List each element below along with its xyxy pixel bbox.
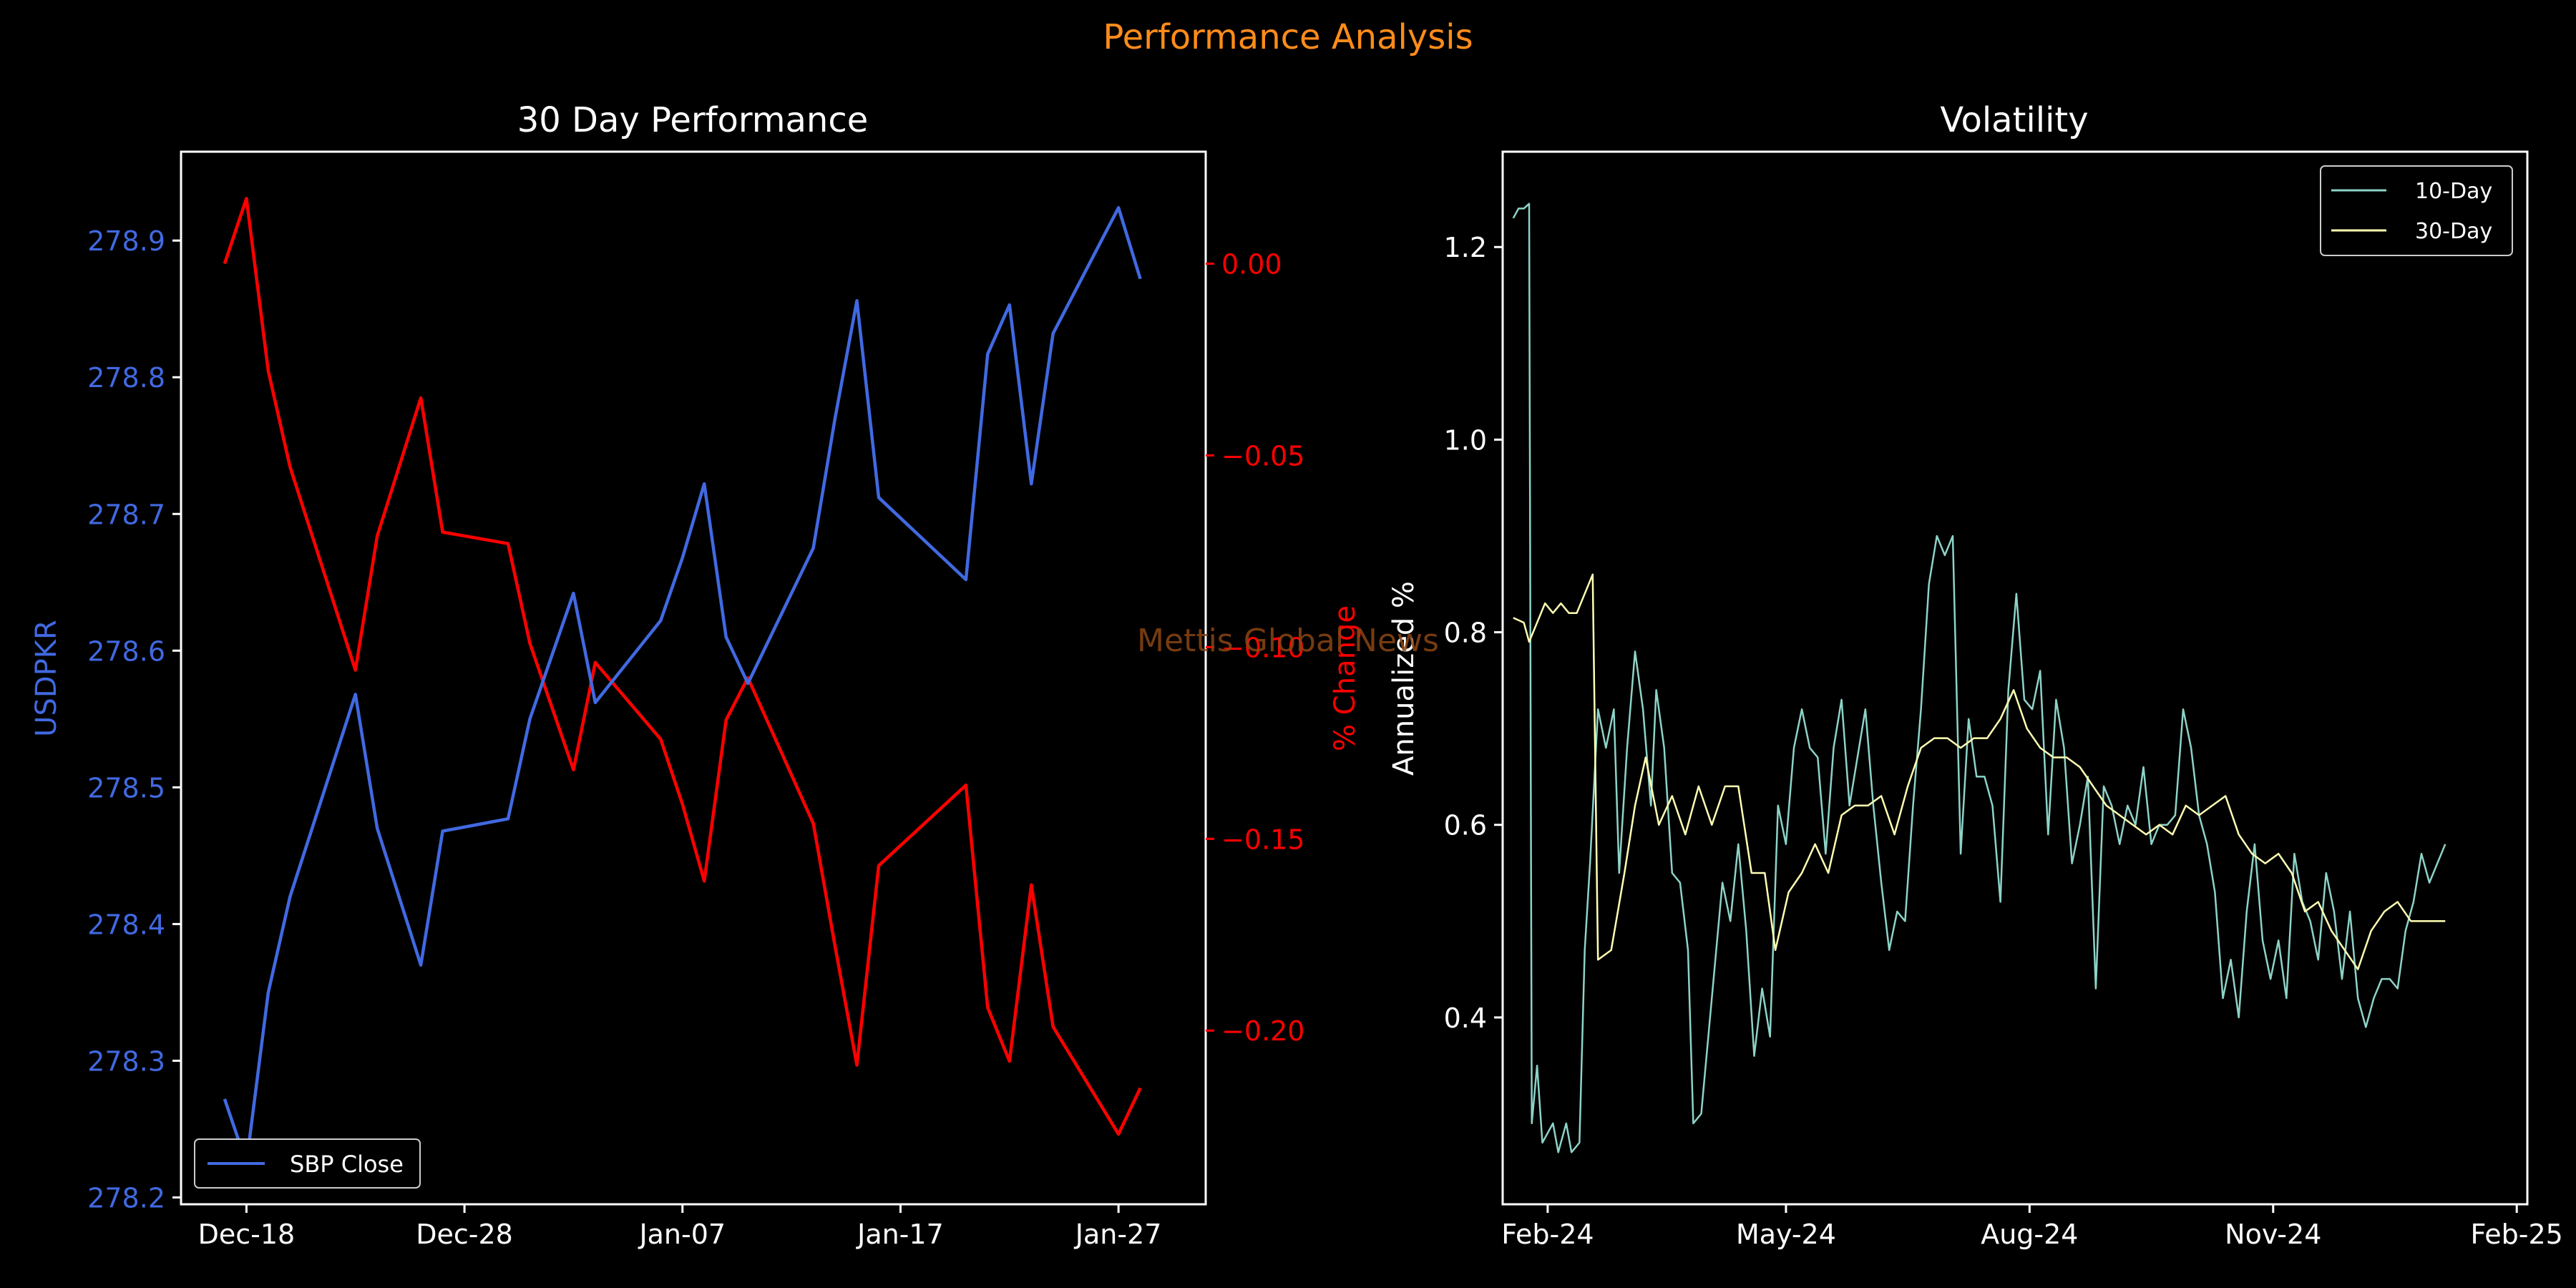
chart1-ytick-label: 278.8 bbox=[87, 362, 165, 394]
chart2-title: Volatility bbox=[1940, 100, 2088, 140]
series-pct-change-line bbox=[223, 197, 1142, 1136]
chart1-xtick-label: Dec-28 bbox=[416, 1219, 513, 1250]
chart1-ytick-right-label: 0.00 bbox=[1221, 248, 1282, 280]
chart1-ytick-right-label: −0.20 bbox=[1221, 1015, 1304, 1047]
chart2-ytick-label: 0.8 bbox=[1444, 618, 1487, 649]
chart2-legend: 10-Day 30-Day bbox=[2320, 165, 2513, 256]
chart2-xtick-label: Nov-24 bbox=[2225, 1219, 2321, 1250]
chart1-ytick-right-label: −0.05 bbox=[1221, 440, 1304, 472]
chart1-ytick-right-label: −0.10 bbox=[1221, 632, 1304, 663]
watermark: Mettis Global News bbox=[1137, 623, 1439, 659]
chart1-ylabel-right: % Change bbox=[1329, 605, 1362, 751]
chart-volatility: Volatility 0.4 0.6 0.8 1.0 1.2 Feb-24 May-24 A… bbox=[1387, 100, 2563, 1250]
chart1-ytick-label: 278.4 bbox=[87, 909, 165, 940]
chart2-xtick-label: Aug-24 bbox=[1981, 1219, 2078, 1250]
chart2-ytick-label: 0.6 bbox=[1444, 810, 1487, 841]
chart2-ytick-label: 1.0 bbox=[1444, 424, 1487, 456]
chart-30-day-performance: 30 Day Performance 278.2 278.3 278.4 278.5 2… bbox=[30, 100, 1362, 1250]
chart1-ytick-right-label: −0.15 bbox=[1221, 824, 1304, 855]
chart2-ytick-label: 0.4 bbox=[1444, 1002, 1487, 1034]
legend-30-day: 30-Day bbox=[2415, 219, 2492, 244]
legend-sbp-close: SBP Close bbox=[290, 1151, 404, 1178]
chart1-ytick-label: 278.2 bbox=[87, 1182, 165, 1214]
chart1-xtick-label: Jan-07 bbox=[638, 1219, 726, 1250]
chart2-ylabel: Annualized % bbox=[1387, 581, 1420, 776]
chart1-ytick-label: 278.3 bbox=[87, 1045, 165, 1077]
chart1-xtick-label: Jan-27 bbox=[1074, 1219, 1162, 1250]
chart2-xtick-label: Feb-25 bbox=[2471, 1219, 2563, 1250]
chart1-title: 30 Day Performance bbox=[517, 100, 869, 140]
chart2-plot-frame bbox=[1501, 150, 2529, 1206]
chart1-ytick-label: 278.9 bbox=[87, 225, 165, 257]
series-sbp-close-line bbox=[223, 206, 1142, 1165]
chart1-ytick-label: 278.6 bbox=[87, 635, 165, 667]
chart2-xtick-label: Feb-24 bbox=[1501, 1219, 1594, 1250]
chart1-ylabel: USDPKR bbox=[30, 620, 63, 737]
suptitle: Performance Analysis bbox=[1103, 17, 1473, 57]
series-30-day-line bbox=[1513, 573, 2446, 970]
series-10-day-line bbox=[1512, 203, 2446, 1153]
chart1-plot-frame bbox=[180, 150, 1207, 1206]
chart2-ytick-label: 1.2 bbox=[1444, 232, 1487, 263]
chart1-xtick-label: Dec-18 bbox=[198, 1219, 296, 1250]
chart1-ytick-label: 278.7 bbox=[87, 499, 165, 530]
chart1-xtick-label: Jan-17 bbox=[856, 1219, 944, 1250]
chart2-xtick-label: May-24 bbox=[1736, 1219, 1836, 1250]
chart1-ytick-label: 278.5 bbox=[87, 772, 165, 804]
legend-10-day: 10-Day bbox=[2415, 179, 2492, 204]
chart1-legend: SBP Close bbox=[194, 1138, 421, 1189]
